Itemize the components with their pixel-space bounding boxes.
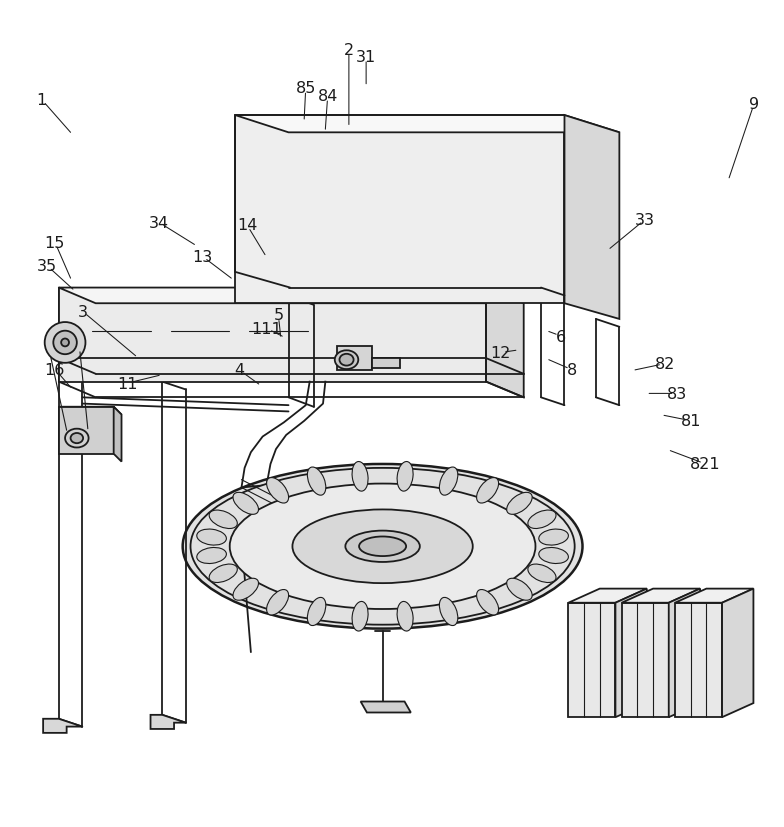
Ellipse shape — [233, 493, 259, 514]
Text: 9: 9 — [750, 97, 759, 112]
Ellipse shape — [233, 579, 259, 600]
Polygon shape — [675, 603, 722, 717]
Polygon shape — [59, 289, 486, 382]
Text: 33: 33 — [635, 213, 655, 227]
Text: 5: 5 — [274, 308, 283, 323]
Ellipse shape — [345, 531, 420, 562]
Ellipse shape — [45, 323, 85, 363]
Text: 2: 2 — [344, 43, 354, 58]
Ellipse shape — [352, 602, 368, 631]
Polygon shape — [486, 289, 524, 398]
Ellipse shape — [267, 590, 289, 615]
Polygon shape — [675, 589, 753, 603]
Polygon shape — [669, 589, 700, 717]
Polygon shape — [568, 589, 647, 603]
Ellipse shape — [477, 590, 499, 615]
Text: 12: 12 — [490, 346, 510, 361]
Text: 13: 13 — [192, 250, 212, 265]
Ellipse shape — [539, 547, 568, 564]
Text: 8: 8 — [567, 363, 578, 378]
Ellipse shape — [397, 602, 413, 631]
Text: 84: 84 — [318, 88, 338, 104]
Ellipse shape — [230, 484, 535, 609]
Text: 82: 82 — [655, 356, 675, 371]
Text: 16: 16 — [45, 362, 65, 377]
Polygon shape — [622, 603, 669, 717]
Ellipse shape — [197, 529, 227, 546]
Ellipse shape — [307, 598, 326, 626]
Ellipse shape — [197, 547, 227, 564]
Ellipse shape — [477, 478, 499, 504]
Ellipse shape — [439, 598, 458, 626]
Polygon shape — [114, 407, 122, 462]
Text: 821: 821 — [690, 457, 721, 472]
Polygon shape — [622, 589, 700, 603]
Ellipse shape — [528, 564, 556, 583]
Ellipse shape — [209, 510, 238, 528]
Ellipse shape — [439, 467, 458, 495]
Polygon shape — [615, 589, 647, 717]
Ellipse shape — [191, 468, 575, 625]
Ellipse shape — [539, 529, 568, 546]
Ellipse shape — [339, 355, 354, 366]
Ellipse shape — [335, 351, 358, 370]
Text: 31: 31 — [356, 50, 376, 65]
Ellipse shape — [506, 579, 532, 600]
Text: 85: 85 — [296, 81, 316, 96]
Polygon shape — [235, 116, 564, 304]
Text: 11: 11 — [117, 376, 137, 391]
Text: 35: 35 — [37, 259, 57, 274]
Polygon shape — [59, 289, 524, 304]
Ellipse shape — [359, 537, 406, 557]
Text: 34: 34 — [149, 216, 169, 231]
Ellipse shape — [397, 462, 413, 491]
Ellipse shape — [267, 478, 289, 504]
Text: 15: 15 — [45, 236, 65, 251]
Ellipse shape — [506, 493, 532, 514]
Ellipse shape — [528, 510, 556, 528]
Text: 111: 111 — [251, 322, 282, 337]
Polygon shape — [43, 719, 82, 733]
Ellipse shape — [61, 339, 69, 347]
Ellipse shape — [65, 429, 89, 448]
Polygon shape — [361, 701, 411, 713]
Polygon shape — [235, 116, 619, 133]
Text: 14: 14 — [237, 218, 257, 233]
Polygon shape — [151, 715, 186, 729]
Text: 1: 1 — [36, 93, 47, 108]
Ellipse shape — [307, 467, 326, 495]
Polygon shape — [568, 603, 615, 717]
Ellipse shape — [183, 465, 583, 629]
Polygon shape — [337, 347, 372, 370]
Ellipse shape — [53, 332, 77, 355]
Polygon shape — [59, 407, 114, 454]
Ellipse shape — [352, 462, 368, 491]
Ellipse shape — [292, 509, 473, 583]
Ellipse shape — [209, 564, 238, 583]
Polygon shape — [722, 589, 753, 717]
Polygon shape — [372, 359, 400, 368]
Text: 4: 4 — [234, 363, 244, 378]
Text: 83: 83 — [667, 386, 688, 401]
Polygon shape — [564, 116, 619, 319]
Text: 3: 3 — [78, 304, 87, 319]
Ellipse shape — [71, 433, 83, 443]
Text: 6: 6 — [557, 329, 566, 344]
Text: 81: 81 — [681, 414, 702, 429]
Polygon shape — [59, 407, 122, 415]
